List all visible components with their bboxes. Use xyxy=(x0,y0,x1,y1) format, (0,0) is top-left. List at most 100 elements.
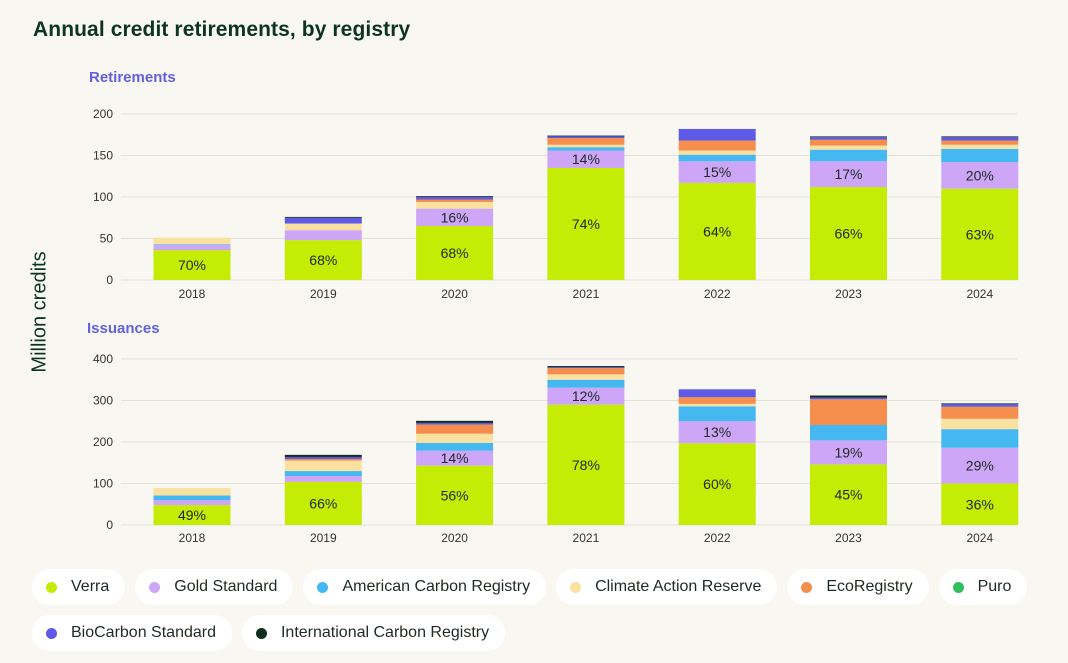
bar-segment xyxy=(284,459,362,461)
bar-segment xyxy=(941,148,1019,163)
x-tick-label: 2020 xyxy=(441,531,468,545)
x-tick-label: 2020 xyxy=(441,287,468,301)
bar-segment xyxy=(941,418,1019,430)
bar-label: 60% xyxy=(703,476,731,492)
legend-label: EcoRegistry xyxy=(826,578,913,595)
bar-segment xyxy=(941,144,1019,149)
bar-label: 16% xyxy=(441,209,469,225)
x-tick-label: 2019 xyxy=(310,287,337,301)
bar-segment xyxy=(810,424,887,441)
bar-segment xyxy=(153,250,231,280)
bar-segment xyxy=(678,182,756,280)
bar-segment xyxy=(547,136,625,139)
chart-area: Retirements 0 50 100 150 200 2018 70% 2019 68% 202… xyxy=(87,69,1019,545)
bar-segment xyxy=(810,139,887,146)
bar-label: 64% xyxy=(703,223,731,239)
bar-segment xyxy=(416,465,494,525)
bar-segment xyxy=(416,450,494,466)
bar-segment xyxy=(284,217,362,224)
bar-segment xyxy=(416,208,494,227)
y-tick-label: 100 xyxy=(93,477,113,491)
bar-segment xyxy=(416,424,494,434)
y-tick-label: 200 xyxy=(93,107,113,121)
x-tick-label: 2024 xyxy=(966,531,993,545)
bar-segment xyxy=(678,154,756,162)
bar-segment xyxy=(810,399,887,425)
x-tick-label: 2022 xyxy=(704,287,731,301)
legend-swatch xyxy=(952,581,964,593)
bar-segment xyxy=(941,137,1019,141)
bar-segment xyxy=(810,136,887,138)
bar-segment xyxy=(153,245,231,251)
bar-segment xyxy=(941,404,1019,407)
x-tick-label: 2018 xyxy=(179,287,206,301)
bar-segment xyxy=(284,476,362,482)
bar-segment xyxy=(547,135,625,137)
bar-segment xyxy=(547,366,625,368)
bar-segment xyxy=(941,429,1019,448)
legend-label: Verra xyxy=(71,578,110,595)
legend-item: International Carbon Registry xyxy=(241,615,506,651)
bar-label: 66% xyxy=(309,495,337,511)
y-tick-label: 200 xyxy=(93,435,113,449)
legend-item: Climate Action Reserve xyxy=(556,569,778,605)
bar-segment xyxy=(941,162,1019,189)
x-tick-label: 2022 xyxy=(704,531,731,545)
bar-segment xyxy=(547,150,625,168)
bar-segment xyxy=(678,128,756,141)
bar-segment xyxy=(416,197,494,200)
bar-label: 29% xyxy=(966,458,994,474)
bar-segment xyxy=(678,161,756,183)
x-tick-label: 2023 xyxy=(835,531,862,545)
bar-segment xyxy=(284,230,362,241)
legend-label: Gold Standard xyxy=(174,578,278,595)
bar-segment xyxy=(284,454,362,457)
x-tick-label: 2021 xyxy=(573,287,600,301)
bar-segment xyxy=(678,397,756,404)
bar-segment xyxy=(678,140,756,151)
legend-label: Climate Action Reserve xyxy=(595,578,762,595)
bar-label: 66% xyxy=(834,226,862,242)
page-title: Annual credit retirements, by registry xyxy=(33,18,411,41)
bar-segment xyxy=(941,403,1019,405)
bar-segment xyxy=(941,483,1019,525)
bar-segment xyxy=(547,374,625,380)
y-tick-label: 150 xyxy=(93,149,113,163)
bar-segment xyxy=(284,456,362,460)
bar-label: 14% xyxy=(572,151,600,167)
x-tick-label: 2021 xyxy=(573,531,600,545)
bar-segment xyxy=(416,226,494,280)
legend-swatch xyxy=(255,627,267,639)
legend-swatch xyxy=(317,581,329,593)
panel-title: Retirements xyxy=(89,69,176,86)
bar-segment xyxy=(153,495,231,501)
bar-label: 63% xyxy=(966,226,994,242)
bar-segment xyxy=(547,138,625,145)
bar-segment xyxy=(284,223,362,231)
bar-segment xyxy=(810,440,887,465)
bar-label: 56% xyxy=(441,487,469,503)
bar-segment xyxy=(547,147,625,151)
bar-segment xyxy=(810,145,887,150)
bar-label: 14% xyxy=(441,450,469,466)
legend: Verra Gold Standard American Carbon Regist… xyxy=(32,569,1052,651)
bar-segment xyxy=(941,136,1019,138)
bar-label: 70% xyxy=(178,257,206,273)
bar-segment xyxy=(810,137,887,140)
bar-segment xyxy=(941,447,1019,484)
y-tick-label: 100 xyxy=(93,190,113,204)
bar-segment xyxy=(678,403,756,407)
x-tick-label: 2019 xyxy=(310,531,337,545)
bar-segment xyxy=(547,144,625,148)
bar-segment xyxy=(678,406,756,422)
bar-segment xyxy=(941,188,1019,280)
legend-swatch xyxy=(149,581,161,593)
bar-segment xyxy=(547,404,625,525)
legend-swatch xyxy=(801,581,813,593)
bar-segment xyxy=(678,421,756,444)
bar-label: 49% xyxy=(178,507,206,523)
bar-segment xyxy=(153,488,231,496)
bar-segment xyxy=(547,367,625,369)
bar-segment xyxy=(810,187,887,280)
bar-segment xyxy=(678,443,756,525)
